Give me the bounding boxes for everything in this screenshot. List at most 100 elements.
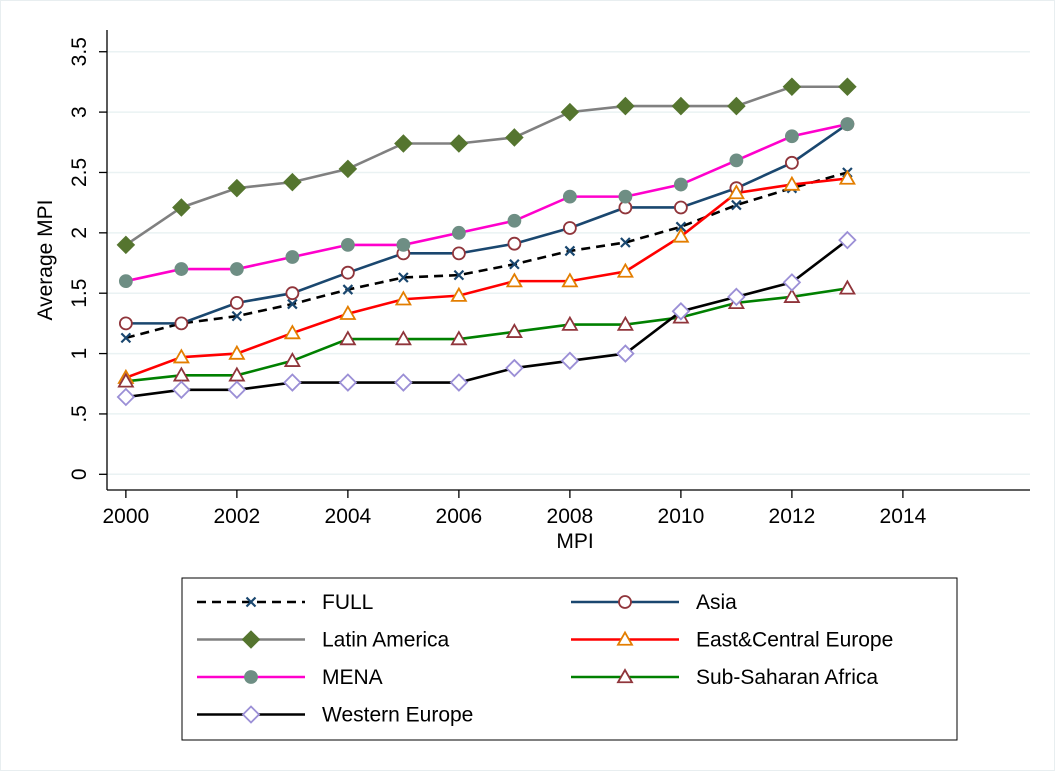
series-line (125, 171, 848, 340)
x-tick-label: 2010 (658, 505, 705, 528)
series-line (125, 123, 849, 325)
legend-label: East&Central Europe (696, 629, 893, 652)
marker (227, 380, 247, 400)
x-axis-title: MPI (556, 530, 593, 553)
series-line (125, 122, 848, 283)
marker (287, 298, 298, 310)
marker (618, 189, 633, 204)
marker (562, 189, 577, 204)
marker (449, 373, 469, 392)
y-tick-label: 0 (68, 468, 91, 480)
marker (338, 159, 358, 179)
legend-marker (618, 595, 632, 609)
marker (231, 310, 243, 322)
marker (394, 134, 413, 153)
y-tick-label: 1 (68, 348, 91, 360)
legend-label: Sub-Saharan Africa (696, 666, 878, 689)
marker (120, 332, 132, 344)
marker (285, 250, 300, 264)
marker (342, 284, 354, 295)
marker (560, 102, 580, 122)
marker (283, 172, 302, 192)
marker (396, 238, 411, 252)
series-line (125, 239, 849, 399)
marker (616, 96, 635, 116)
marker (505, 128, 524, 147)
marker (339, 330, 357, 346)
legend-marker (241, 630, 261, 649)
marker (172, 198, 191, 217)
marker (505, 272, 523, 288)
marker (838, 279, 856, 295)
marker (672, 227, 690, 243)
marker (782, 273, 802, 292)
x-tick-label: 2014 (880, 505, 927, 528)
marker (507, 236, 522, 251)
legend-label: Latin America (322, 629, 450, 652)
marker (673, 200, 688, 215)
y-tick-label: 1.5 (68, 279, 91, 308)
marker (727, 287, 746, 307)
marker (560, 351, 580, 371)
marker (228, 344, 246, 360)
marker (505, 323, 523, 338)
marker (117, 372, 135, 388)
legend-marker (616, 668, 634, 684)
marker (172, 380, 191, 400)
marker (450, 330, 468, 346)
marker (784, 129, 799, 144)
legend-label: Asia (696, 591, 737, 614)
marker (450, 286, 468, 302)
legend-marker (244, 670, 258, 684)
marker (283, 351, 301, 367)
marker (616, 344, 635, 363)
marker (283, 373, 302, 392)
marker (784, 155, 799, 170)
marker (394, 330, 412, 346)
marker (118, 316, 133, 331)
marker (561, 272, 579, 288)
marker (616, 315, 634, 331)
marker (174, 262, 189, 276)
marker (449, 134, 469, 153)
marker (838, 169, 856, 185)
marker (620, 237, 631, 248)
marker (673, 177, 688, 192)
marker (339, 304, 357, 320)
x-tick-label: 2002 (214, 505, 261, 528)
marker (840, 117, 855, 132)
marker (285, 286, 300, 301)
marker (116, 387, 136, 407)
marker (727, 96, 746, 116)
y-tick-label: .5 (68, 405, 91, 423)
marker (782, 77, 802, 97)
marker (616, 262, 634, 278)
marker (227, 178, 247, 198)
series-line (125, 177, 848, 379)
marker (229, 262, 244, 276)
legend-label: MENA (322, 666, 383, 689)
marker (394, 373, 413, 392)
marker (174, 316, 189, 331)
x-tick-label: 2008 (547, 505, 594, 528)
marker (172, 348, 190, 364)
marker (783, 288, 801, 303)
x-tick-label: 2004 (325, 505, 372, 528)
marker (118, 274, 133, 289)
y-axis-title: Average MPI (34, 199, 57, 320)
marker (340, 265, 355, 280)
marker (507, 213, 522, 228)
marker (564, 245, 576, 257)
marker (338, 373, 358, 392)
marker (838, 230, 857, 250)
marker (453, 269, 465, 281)
marker (451, 225, 466, 240)
legend-label: FULL (322, 591, 373, 614)
legend-marker (616, 630, 634, 646)
y-tick-label: 2.5 (68, 158, 91, 187)
marker (229, 295, 244, 310)
y-tick-label: 3.5 (68, 37, 91, 66)
marker (731, 199, 742, 211)
marker (561, 315, 579, 331)
